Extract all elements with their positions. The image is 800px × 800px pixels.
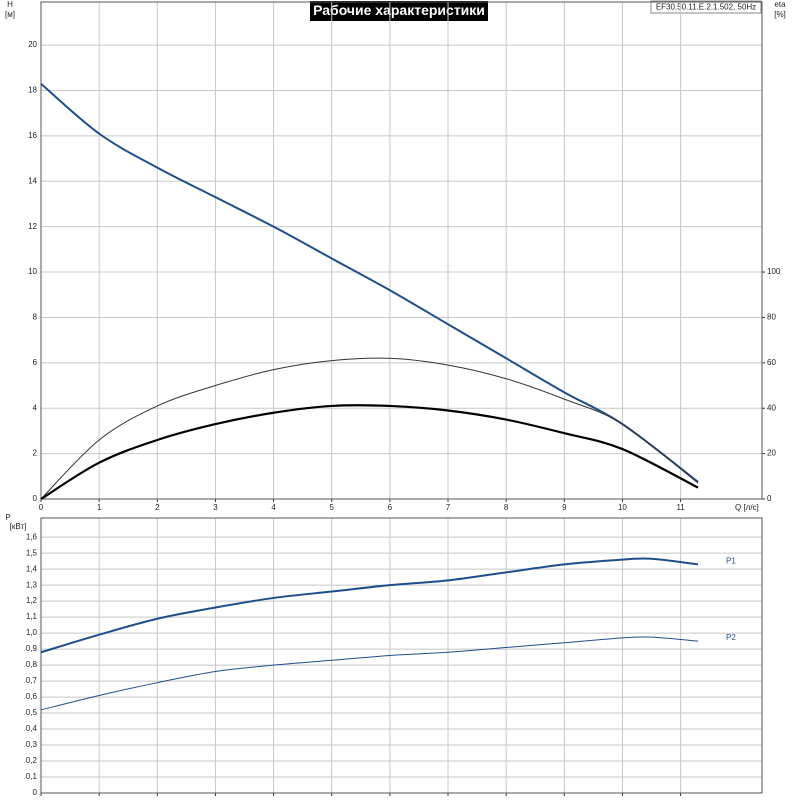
title-box [310,1,488,21]
model-box [650,0,762,14]
y2-tick-label: 40 [767,403,776,412]
y-tick-label: 12 [28,222,37,231]
y-tick-label: 1,3 [26,580,38,589]
series-label: P2 [726,633,736,642]
y-tick-label: 4 [33,403,38,412]
y-tick-label: 0 [33,788,38,797]
y-tick-label: 1,5 [26,548,38,557]
y2-tick-label: 80 [767,313,776,322]
y2-axis-unit: [%] [774,10,786,19]
x-tick-label: 7 [446,503,451,512]
y-tick-label: 0,7 [26,676,38,685]
x-tick-label: 8 [504,503,509,512]
series-line [40,557,699,654]
y-tick-label: 16 [28,131,37,140]
x-tick-label: 4 [271,503,276,512]
y-tick-label: 14 [28,176,37,185]
x-tick-label: 0 [39,503,44,512]
y2-tick-label: 100 [767,267,781,276]
y-tick-label: 18 [28,86,37,95]
y-tick-label: 1,6 [26,532,38,541]
y-tick-label: 10 [28,267,37,276]
y2-axis-label: eta [774,0,786,9]
x-tick-label: 2 [155,503,160,512]
y-tick-label: 0,2 [26,756,38,765]
y-axis-unit: [м] [5,10,15,19]
y-tick-label: 8 [33,313,38,322]
y-tick-label: 0,6 [26,692,38,701]
series-label: P1 [726,556,736,565]
y-axis-label: P [5,513,10,522]
y-tick-label: 1,0 [26,628,38,637]
chart-title: Рабочие характеристики [313,2,485,18]
x-tick-label: 11 [676,503,685,512]
y2-tick-label: 60 [767,358,776,367]
y-axis-unit: [кВт] [10,522,27,531]
y2-tick-label: 20 [767,449,776,458]
x-tick-label: 1 [97,503,102,512]
series-line [40,357,699,500]
x-tick-label: 6 [388,503,393,512]
y-tick-label: 0 [33,494,38,503]
y-tick-label: 0,9 [26,644,38,653]
y2-tick-label: 0 [767,494,772,503]
y-tick-label: 2 [33,449,38,458]
series-line [40,404,699,500]
plot-frame [40,517,763,794]
x-axis-label: Q [л/с] [735,503,759,512]
y-tick-label: 0,3 [26,740,38,749]
y-tick-label: 0,1 [26,772,38,781]
x-tick-label: 5 [329,503,334,512]
model-label: EF30.50.11.E.2.1.502, 50Hz [656,3,756,12]
y-tick-label: 1,4 [26,564,38,573]
y-tick-label: 0,8 [26,660,38,669]
y-tick-label: 20 [28,40,37,49]
y-tick-label: 0,4 [26,724,38,733]
x-tick-label: 3 [213,503,218,512]
y-tick-label: 6 [33,358,38,367]
series-line [40,636,699,711]
series-line [40,82,699,483]
plot-frame [40,1,763,500]
y-tick-label: 1,1 [26,612,38,621]
y-tick-label: 1,2 [26,596,38,605]
x-tick-label: 9 [562,503,567,512]
y-axis-label: H [7,0,13,9]
x-tick-label: 10 [618,503,627,512]
y-tick-label: 0,5 [26,708,38,717]
